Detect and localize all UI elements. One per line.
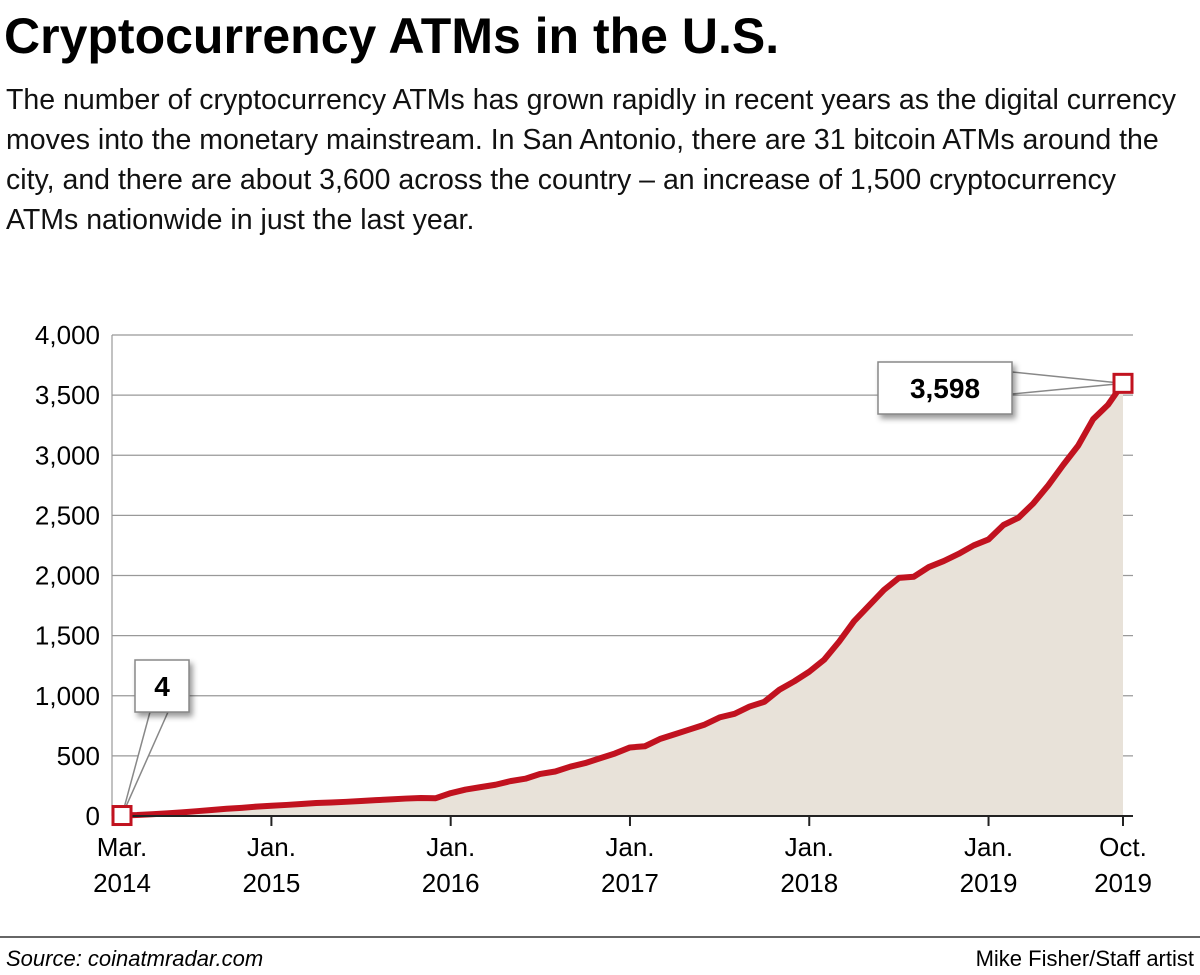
callout-label: 3,598	[910, 373, 980, 404]
area	[122, 383, 1123, 816]
x-tick-label: Oct. 2019	[1094, 832, 1152, 898]
y-tick-label: 2,500	[35, 500, 100, 530]
x-tick-label: Jan. 2019	[960, 832, 1018, 898]
y-tick-label: 500	[57, 741, 100, 771]
endpoint-marker	[1112, 372, 1134, 394]
x-tick-label: Jan. 2015	[242, 832, 300, 898]
x-tick-label: Jan. 2016	[422, 832, 480, 898]
source: Source: coinatmradar.com	[6, 946, 263, 971]
x-tick-label: Mar. 2014	[93, 832, 151, 898]
y-tick-label: 0	[86, 801, 100, 831]
callout: 3,598	[877, 361, 1124, 415]
callout-pointer	[121, 711, 170, 816]
x-tick-label: Jan. 2018	[780, 832, 838, 898]
y-tick-label: 1,500	[35, 621, 100, 651]
y-tick-label: 2,000	[35, 561, 100, 591]
y-tick-label: 3,000	[35, 440, 100, 470]
y-tick-label: 3,500	[35, 380, 100, 410]
callout-box	[877, 361, 1013, 415]
y-tick-label: 1,000	[35, 681, 100, 711]
callout-label: 4	[154, 671, 170, 702]
chart-title: Cryptocurrency ATMs in the U.S.	[4, 8, 779, 64]
endpoint-marker	[111, 805, 133, 827]
y-tick-label: 4,000	[35, 320, 100, 350]
subtitle: The number of cryptocurrency ATMs has gr…	[6, 84, 1177, 236]
line	[121, 381, 1126, 819]
callout-box	[134, 659, 190, 713]
callout-pointer	[1011, 371, 1124, 395]
credit: Mike Fisher/Staff artist	[976, 946, 1194, 971]
callout: 4	[121, 659, 190, 816]
x-tick-label: Jan. 2017	[601, 832, 659, 898]
